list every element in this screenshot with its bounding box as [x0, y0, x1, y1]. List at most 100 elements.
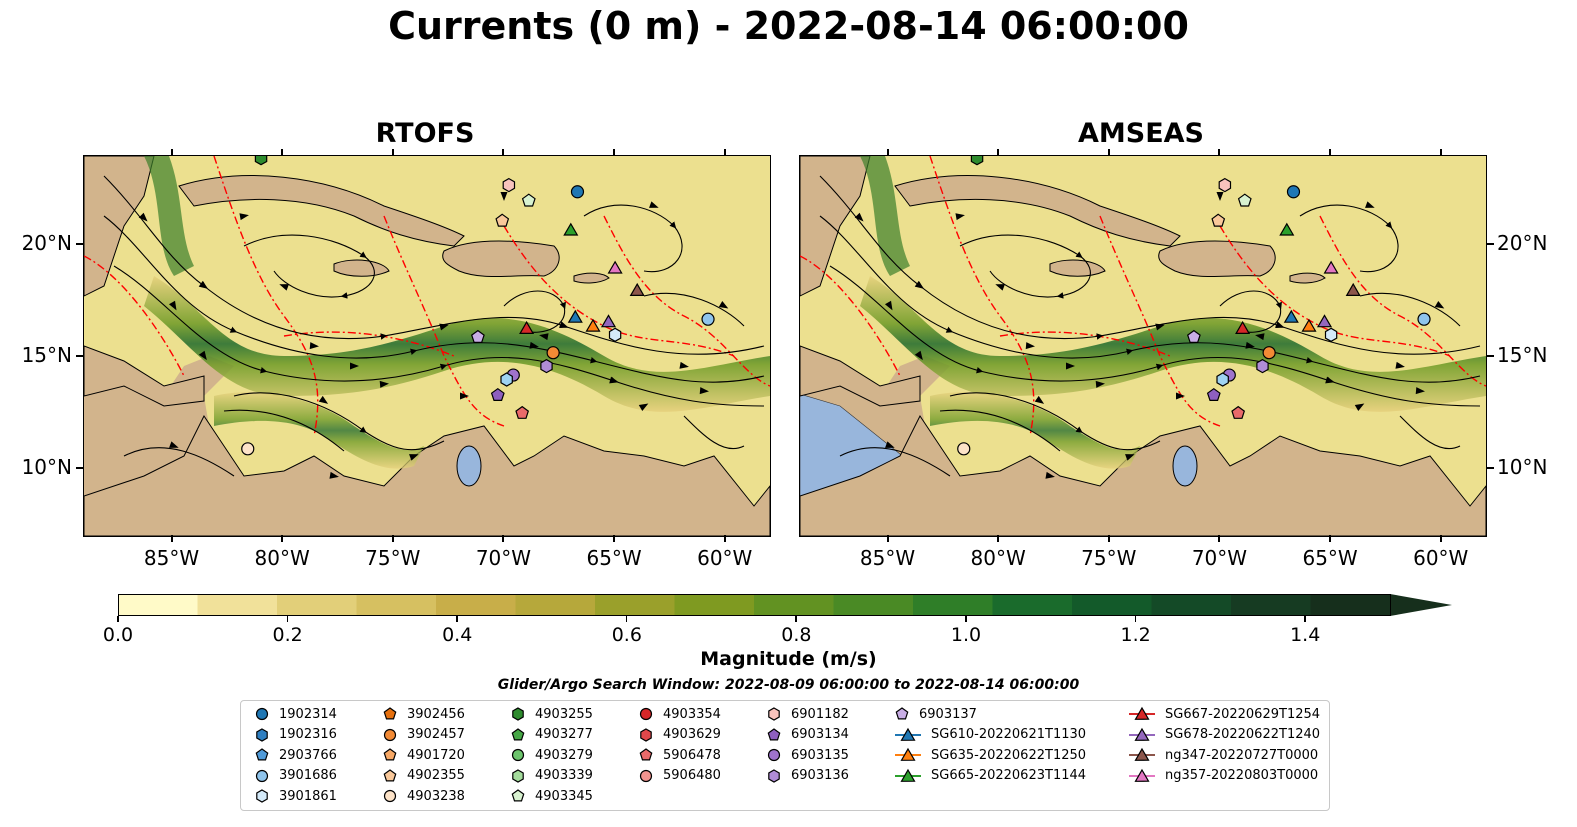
streamline — [503, 290, 566, 333]
current-arrow — [198, 350, 207, 361]
legend-label: 6903135 — [791, 747, 849, 763]
colorbar-segment — [754, 594, 834, 616]
marker-3901686 — [1417, 312, 1431, 326]
current-arrow — [1095, 380, 1105, 388]
legend-item: 6901182 — [765, 704, 849, 724]
current-arrow — [500, 192, 508, 201]
lat-tick — [1487, 466, 1494, 469]
legend-label: 3901686 — [279, 768, 337, 783]
colorbar-tick — [625, 616, 628, 622]
lon-tick-top — [613, 149, 616, 156]
lon-tick-label: 60°W — [1413, 546, 1469, 570]
legend-marker-1902316 — [256, 727, 268, 742]
marker-6903137 — [470, 329, 485, 343]
map-amseas[interactable] — [799, 155, 1487, 537]
lon-tick-label: 85°W — [859, 546, 916, 570]
lon-tick-top — [1218, 149, 1221, 156]
lon-tick — [1439, 535, 1442, 542]
marker-3901686 — [701, 312, 715, 326]
legend-label: 6903137 — [919, 706, 977, 722]
legend-item: 3902457 — [381, 725, 465, 745]
legend-marker-4903629 — [640, 727, 652, 742]
lat-tick — [76, 243, 83, 246]
legend-item: 4903279 — [509, 745, 593, 765]
legend-marker-3901686 — [255, 769, 269, 782]
marker-3901861 — [608, 327, 622, 342]
legend-marker-2903766 — [255, 748, 269, 761]
legend-label: SG610-20220621T1130 — [931, 727, 1087, 742]
current-arrow — [1325, 376, 1335, 384]
legend-item: 6903134 — [765, 725, 849, 745]
lat-tick — [76, 466, 83, 469]
colorbar-segment — [515, 594, 596, 616]
colorbar-segment — [595, 594, 675, 616]
streamline — [829, 265, 1481, 407]
current-arrow — [1034, 395, 1045, 404]
legend-item: 3901861 — [253, 786, 337, 806]
legend-item: 4903255 — [509, 704, 593, 724]
panel-title-rtofs: RTOFS — [375, 118, 475, 149]
legend-marker-6903136 — [768, 768, 780, 783]
lon-tick-label: 70°W — [475, 546, 532, 570]
lon-tick — [1218, 535, 1221, 542]
colorbar-tick-label: 0.8 — [781, 624, 812, 646]
colorbar-segment — [1231, 594, 1311, 616]
map-rtofs[interactable] — [83, 155, 771, 537]
legend-item: 1902314 — [253, 704, 337, 724]
streamline — [959, 234, 1091, 299]
current-arrow — [1176, 392, 1185, 400]
legend-item: 4903277 — [509, 725, 593, 745]
legend-label: SG678-20220622T1240 — [1165, 727, 1321, 742]
legend-item: 5906480 — [637, 766, 721, 786]
marker-SG665 — [1279, 222, 1295, 236]
marker-4903255 — [254, 156, 268, 166]
streamline — [583, 204, 683, 273]
colorbar-tick — [286, 616, 289, 622]
legend-label: 1902316 — [279, 727, 337, 742]
lat-tick-label: 20°N — [1497, 231, 1548, 256]
marker-3902457 — [546, 346, 560, 360]
marker-5906478 — [1231, 405, 1246, 419]
legend-marker-4903277 — [511, 727, 525, 740]
colorbar-tick-label: 1.0 — [950, 624, 982, 646]
colorbar-tick-label: 1.2 — [1120, 624, 1151, 646]
legend-item: SG678-20220622T1240 — [1127, 725, 1320, 745]
legend-item: 4902355 — [381, 766, 465, 786]
legend-marker-6901182 — [768, 707, 780, 721]
streamline — [123, 447, 235, 477]
colorbar-label: Magnitude (m/s) — [700, 648, 877, 670]
marker-3902457 — [1262, 346, 1276, 360]
current-arrow — [854, 212, 864, 222]
current-arrow — [409, 454, 419, 461]
legend-marker-4901720 — [383, 748, 397, 761]
current-arrow — [329, 471, 339, 479]
current-arrow — [1395, 361, 1405, 369]
lat-tick-label: 10°N — [1497, 454, 1548, 479]
colorbar-segment — [1151, 594, 1232, 616]
marker-5906478 — [515, 405, 530, 419]
legend-marker-ng347-20220727T0000 — [1129, 747, 1155, 761]
legend-item: 1902316 — [253, 725, 337, 745]
current-arrow — [279, 284, 289, 291]
legend-item: 6903136 — [765, 766, 849, 786]
legend-label: 1902314 — [279, 706, 337, 722]
current-arrow — [198, 280, 209, 289]
colorbar-tick-label: 0.6 — [611, 624, 642, 646]
marker-6903136 — [540, 358, 553, 374]
streamline — [819, 215, 1481, 383]
legend-label: SG667-20220629T1254 — [1165, 706, 1321, 722]
lon-tick-top — [1329, 149, 1332, 156]
legend-label: 6903134 — [791, 727, 849, 742]
marker-SG667 — [1235, 320, 1251, 334]
legend-item: 5906478 — [637, 745, 721, 765]
figure-title: Currents (0 m) - 2022-08-14 06:00:00 — [388, 4, 1189, 48]
lon-tick-top — [170, 149, 173, 156]
marker-3901861 — [1324, 327, 1338, 342]
streamline — [1299, 204, 1399, 273]
legend-marker-3902457 — [383, 728, 397, 741]
legend-item: SG665-20220623T1144 — [893, 766, 1086, 786]
lat-tick-label: 10°N — [21, 454, 72, 479]
legend-marker-6903137 — [895, 707, 909, 720]
lon-tick-label: 70°W — [1191, 546, 1248, 570]
current-arrow — [559, 321, 569, 328]
